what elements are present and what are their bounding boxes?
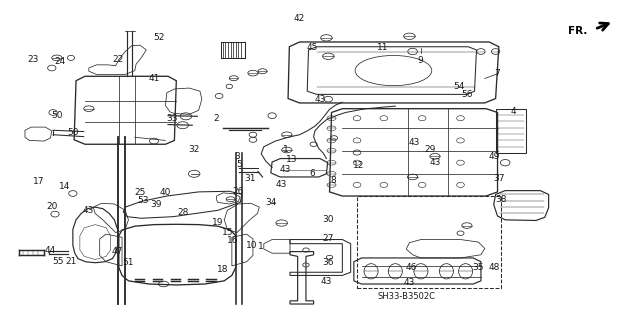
- Text: 54: 54: [454, 82, 465, 91]
- Text: 43: 43: [314, 95, 326, 104]
- Text: 32: 32: [189, 145, 200, 154]
- Text: 17: 17: [33, 177, 45, 186]
- Text: 26: 26: [232, 187, 244, 196]
- Text: 30: 30: [323, 215, 334, 224]
- Text: 43: 43: [404, 278, 415, 287]
- Text: 4: 4: [511, 107, 516, 116]
- Text: 41: 41: [148, 74, 159, 83]
- Text: 16: 16: [227, 236, 238, 245]
- Text: 12: 12: [353, 161, 364, 170]
- Text: 43: 43: [276, 181, 287, 189]
- Bar: [495, 109, 526, 153]
- Text: 47: 47: [112, 247, 124, 256]
- Bar: [357, 196, 500, 288]
- Text: 28: 28: [177, 208, 188, 217]
- Text: 44: 44: [45, 246, 56, 255]
- Text: 14: 14: [59, 182, 70, 191]
- Text: 48: 48: [489, 263, 500, 272]
- Text: FR.: FR.: [568, 26, 587, 36]
- Text: 50: 50: [51, 111, 63, 120]
- Text: 43: 43: [83, 206, 94, 215]
- Text: 29: 29: [424, 145, 436, 154]
- Text: 20: 20: [46, 202, 58, 211]
- Text: 25: 25: [134, 188, 145, 197]
- Text: 34: 34: [265, 198, 276, 207]
- Text: 43: 43: [408, 137, 420, 146]
- Text: 5: 5: [236, 160, 242, 169]
- Text: 6: 6: [310, 169, 316, 178]
- Text: 46: 46: [406, 263, 417, 272]
- Text: SH33-B3502C: SH33-B3502C: [377, 292, 435, 301]
- Text: 43: 43: [321, 277, 332, 286]
- Text: 9: 9: [417, 56, 423, 65]
- Text: 7: 7: [495, 69, 500, 78]
- Text: 23: 23: [27, 55, 38, 64]
- Text: 21: 21: [65, 257, 77, 266]
- Text: 51: 51: [123, 258, 134, 267]
- Text: 8: 8: [330, 176, 335, 185]
- Text: 10: 10: [246, 241, 257, 250]
- Text: 33: 33: [166, 114, 177, 123]
- Text: 18: 18: [216, 264, 228, 274]
- Text: 31: 31: [244, 174, 255, 183]
- Text: 56: 56: [461, 90, 472, 99]
- Text: 27: 27: [323, 234, 334, 243]
- Text: 15: 15: [221, 228, 233, 237]
- Text: 13: 13: [285, 155, 297, 164]
- Text: 11: 11: [377, 43, 388, 52]
- Text: 43: 43: [279, 165, 291, 174]
- Text: 50: 50: [67, 128, 79, 137]
- Text: 55: 55: [52, 257, 64, 266]
- Text: 22: 22: [112, 55, 123, 64]
- Text: 49: 49: [489, 152, 500, 161]
- Text: 35: 35: [472, 263, 484, 272]
- Text: 36: 36: [323, 258, 334, 267]
- Text: 42: 42: [294, 14, 305, 23]
- Text: 43: 43: [429, 158, 440, 167]
- Text: 40: 40: [160, 188, 171, 197]
- Text: 1: 1: [284, 145, 289, 154]
- Text: 45: 45: [307, 43, 318, 52]
- Text: 53: 53: [138, 196, 149, 205]
- Text: 3: 3: [234, 152, 240, 161]
- Text: 52: 52: [154, 33, 164, 42]
- Text: 2: 2: [214, 114, 220, 123]
- Text: 37: 37: [493, 174, 504, 183]
- Text: 24: 24: [54, 56, 66, 65]
- Text: 39: 39: [150, 200, 162, 209]
- Text: 1: 1: [259, 242, 264, 251]
- Text: 38: 38: [495, 195, 506, 204]
- Text: 19: 19: [212, 218, 223, 227]
